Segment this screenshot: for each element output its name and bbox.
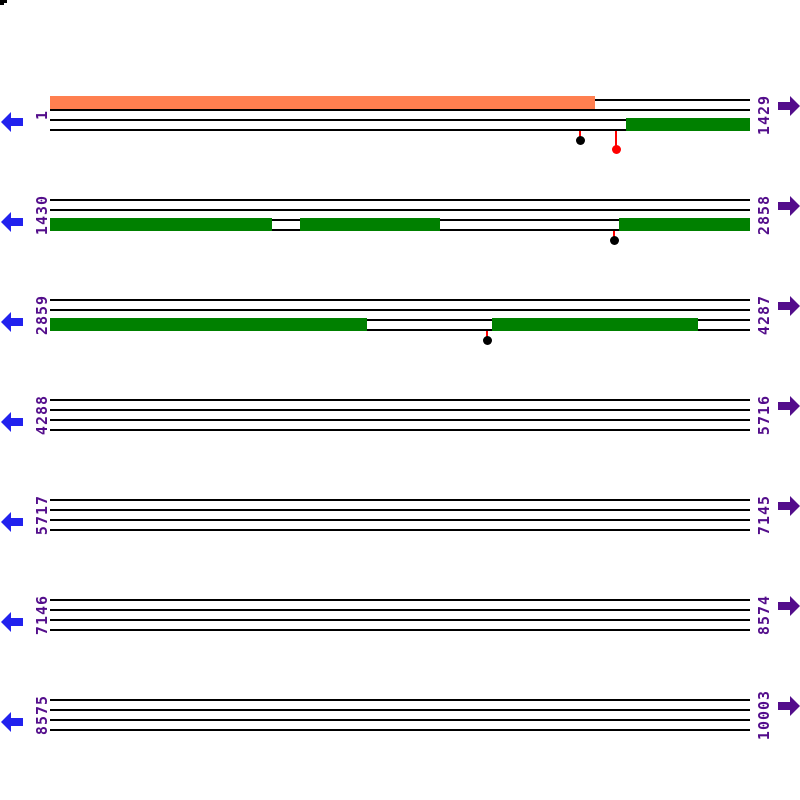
frame-line (50, 309, 750, 311)
row-end-label: 5716 (755, 394, 773, 436)
left-arrow-icon[interactable] (1, 612, 23, 632)
marker-dot (575, 135, 585, 145)
row-start-label: 2859 (33, 294, 51, 336)
left-arrow-icon[interactable] (1, 512, 23, 532)
frame-line (50, 529, 750, 531)
orf-bar (300, 218, 440, 231)
marker-dot (609, 235, 619, 245)
frame-line (50, 429, 750, 431)
corner-mark (0, 0, 7, 5)
marker-stem (615, 131, 617, 149)
orf-bar (50, 218, 272, 231)
frame-line (50, 209, 750, 211)
right-arrow-icon[interactable] (778, 696, 800, 716)
sequence-row: 7146 8574 (0, 580, 800, 680)
row-end-label: 8574 (755, 594, 773, 636)
sequence-row: 8575 10003 (0, 680, 800, 780)
frame-line (50, 609, 750, 611)
frame-line (50, 409, 750, 411)
sequence-row: 4288 5716 (0, 380, 800, 480)
sequence-row: 1 1429 (0, 80, 800, 180)
frame-line (50, 709, 750, 711)
orf-bar (619, 218, 750, 231)
frame-line (50, 599, 750, 601)
row-start-label: 1 (33, 109, 51, 121)
row-end-label: 4287 (755, 294, 773, 336)
frame-line (50, 199, 750, 201)
row-start-label: 1430 (33, 194, 51, 236)
frame-line (50, 319, 750, 321)
frame-line (50, 499, 750, 501)
right-arrow-icon[interactable] (778, 296, 800, 316)
frame-line (50, 399, 750, 401)
frame-line (50, 109, 750, 111)
right-arrow-icon[interactable] (778, 496, 800, 516)
row-end-label: 2858 (755, 194, 773, 236)
left-arrow-icon[interactable] (1, 112, 23, 132)
frame-line (50, 719, 750, 721)
row-start-label: 5717 (33, 494, 51, 536)
orf-bar (626, 118, 750, 131)
right-arrow-icon[interactable] (778, 596, 800, 616)
orf-bar (50, 318, 367, 331)
left-arrow-icon[interactable] (1, 412, 23, 432)
row-start-label: 8575 (33, 694, 51, 736)
frame-line (50, 729, 750, 731)
row-start-label: 4288 (33, 394, 51, 436)
marker-dot (482, 335, 492, 345)
row-end-label: 7145 (755, 494, 773, 536)
top-track-bar (50, 96, 595, 109)
right-arrow-icon[interactable] (778, 196, 800, 216)
left-arrow-icon[interactable] (1, 312, 23, 332)
row-end-label: 1429 (755, 94, 773, 136)
frame-line (50, 329, 750, 331)
marker-dot (611, 144, 621, 154)
frame-line (50, 619, 750, 621)
frame-line (50, 519, 750, 521)
frame-line (50, 629, 750, 631)
frame-line (50, 419, 750, 421)
sequence-row: 1430 2858 (0, 180, 800, 280)
frame-line (50, 119, 750, 121)
right-arrow-icon[interactable] (778, 96, 800, 116)
frame-line (50, 299, 750, 301)
sequence-row: 5717 7145 (0, 480, 800, 580)
frame-line (50, 699, 750, 701)
row-start-label: 7146 (33, 594, 51, 636)
left-arrow-icon[interactable] (1, 712, 23, 732)
frame-line (50, 509, 750, 511)
row-end-label: 10003 (755, 689, 773, 741)
frame-line (50, 129, 750, 131)
left-arrow-icon[interactable] (1, 212, 23, 232)
sequence-row: 2859 4287 (0, 280, 800, 380)
orf-bar (492, 318, 698, 331)
right-arrow-icon[interactable] (778, 396, 800, 416)
